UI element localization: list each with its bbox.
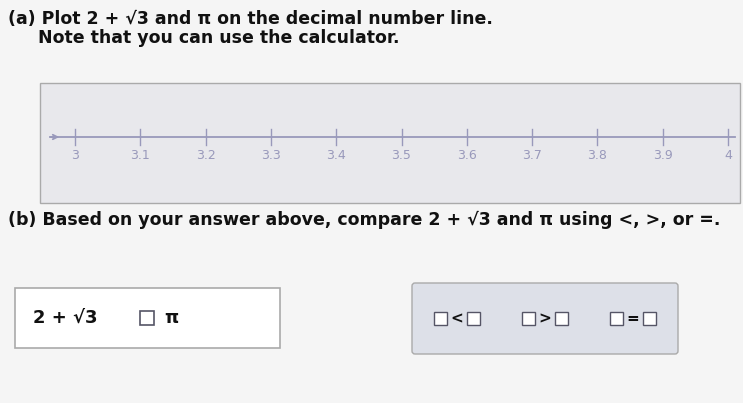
Text: 3.2: 3.2 [195, 149, 215, 162]
Text: (a) Plot 2 + √3 and π on the decimal number line.: (a) Plot 2 + √3 and π on the decimal num… [8, 10, 493, 28]
FancyBboxPatch shape [40, 83, 740, 203]
FancyBboxPatch shape [555, 312, 568, 325]
Text: π: π [164, 309, 178, 327]
Text: 3.6: 3.6 [457, 149, 477, 162]
FancyBboxPatch shape [412, 283, 678, 354]
FancyBboxPatch shape [140, 311, 154, 325]
Text: 4: 4 [724, 149, 732, 162]
FancyBboxPatch shape [467, 312, 480, 325]
FancyBboxPatch shape [610, 312, 623, 325]
Text: Note that you can use the calculator.: Note that you can use the calculator. [8, 29, 400, 47]
Text: 3: 3 [71, 149, 79, 162]
Text: 3.5: 3.5 [392, 149, 412, 162]
Text: (b) Based on your answer above, compare 2 + √3 and π using <, >, or =.: (b) Based on your answer above, compare … [8, 211, 721, 229]
Text: 3.3: 3.3 [261, 149, 281, 162]
Text: 3.9: 3.9 [653, 149, 672, 162]
Text: 2 + √3: 2 + √3 [33, 309, 97, 327]
Text: 3.8: 3.8 [588, 149, 607, 162]
Text: 3.4: 3.4 [326, 149, 346, 162]
FancyBboxPatch shape [434, 312, 447, 325]
Text: >: > [539, 311, 551, 326]
Text: 3.1: 3.1 [131, 149, 150, 162]
Text: <: < [450, 311, 464, 326]
Text: =: = [626, 311, 640, 326]
FancyBboxPatch shape [15, 288, 280, 348]
FancyBboxPatch shape [522, 312, 535, 325]
Text: 3.7: 3.7 [522, 149, 542, 162]
FancyBboxPatch shape [643, 312, 656, 325]
